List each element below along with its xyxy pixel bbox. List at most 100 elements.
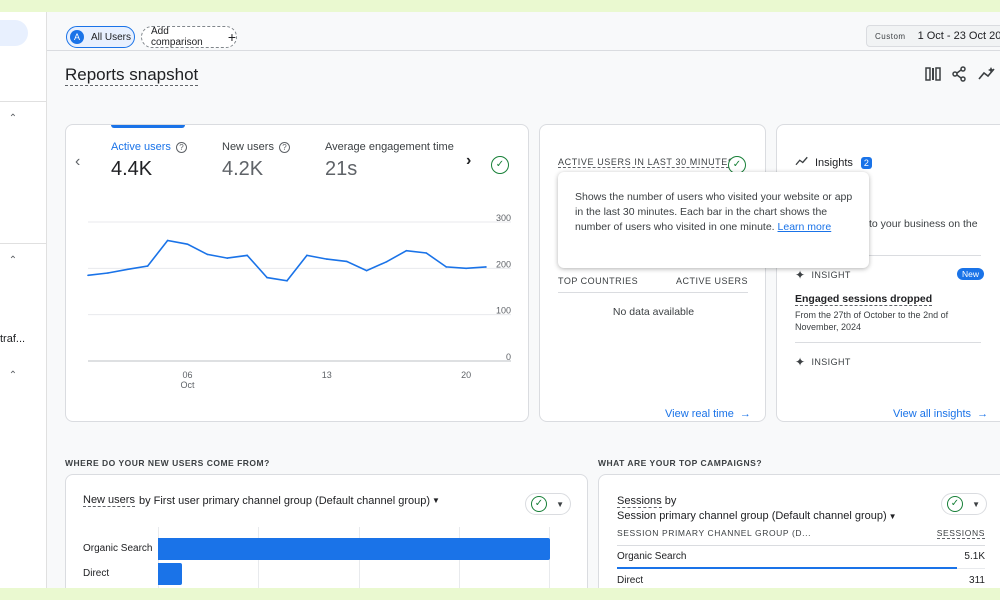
metric-value: 21s <box>325 158 358 180</box>
series-line <box>87 239 487 282</box>
y-tick-label: 300 <box>496 213 511 223</box>
header-divider <box>47 50 1000 51</box>
chevron-up-icon[interactable]: ⌃ <box>8 370 18 381</box>
dimension-selector[interactable]: New users by First user primary channel … <box>83 494 440 507</box>
sidebar-active-item[interactable] <box>0 20 28 46</box>
dropdown-arrow-icon: ▼ <box>888 512 897 521</box>
overview-card: ‹ Active users? 4.4K New users? 4.2K Ave… <box>65 124 529 422</box>
card-options-button[interactable]: ✓ ▼ <box>525 493 571 515</box>
campaigns-card: Sessions by Session primary channel grou… <box>598 474 1000 588</box>
sparkle-icon: ✦ <box>795 268 806 282</box>
insight-text-fragment: to your business on the <box>869 218 978 230</box>
chevron-up-icon[interactable]: ⌃ <box>8 113 18 124</box>
sidebar-item-label[interactable]: traf... <box>0 333 26 345</box>
view-real-time-link[interactable]: View real time → <box>665 408 751 420</box>
bar[interactable] <box>158 538 550 560</box>
insight-label: ✦ INSIGHT <box>795 268 851 282</box>
arrow-right-icon: → <box>739 408 751 420</box>
tooltip-text: Shows the number of users who visited yo… <box>575 191 853 233</box>
bar-label: Organic Search <box>83 543 153 554</box>
empty-state: No data available <box>612 306 695 318</box>
dimension-label: Session primary channel group (Default c… <box>617 510 887 522</box>
row-value: 311 <box>969 575 985 586</box>
realtime-title[interactable]: ACTIVE USERS IN LAST 30 MINUTES <box>558 157 735 168</box>
bar-label: Direct <box>83 568 110 579</box>
insights-trend-icon <box>795 155 809 170</box>
new-users-card: New users by First user primary channel … <box>65 474 588 588</box>
sidebar-divider <box>0 101 47 102</box>
date-preset-label: Custom <box>875 31 906 41</box>
table-row[interactable]: Organic Search 5.1K <box>617 551 985 562</box>
audience-chip-label: All Users <box>91 31 132 43</box>
metric-tab-new-users[interactable]: New users? 4.2K <box>222 141 290 181</box>
data-point <box>306 254 308 257</box>
insight-label: ✦ INSIGHT <box>795 355 851 369</box>
chevron-up-icon[interactable]: ⌃ <box>8 255 18 266</box>
share-icon[interactable] <box>951 66 967 82</box>
audience-chip[interactable]: A All Users <box>66 26 135 48</box>
insights-title: Insights <box>815 156 853 169</box>
y-tick-label: 100 <box>496 306 511 316</box>
dropdown-arrow-icon: ▼ <box>556 499 564 509</box>
data-point <box>345 260 348 263</box>
date-range-picker[interactable]: Custom 1 Oct - 23 Oct 2024 <box>866 25 1000 47</box>
insights-header: Insights 2 <box>795 155 872 170</box>
data-point <box>87 274 89 277</box>
data-point <box>445 266 448 268</box>
data-point <box>146 265 149 267</box>
data-point <box>326 258 328 260</box>
row-share-bar <box>617 567 957 569</box>
metric-value: 4.4K <box>111 158 153 180</box>
learn-more-link[interactable]: Learn more <box>777 221 832 233</box>
card-options-button[interactable]: ✓ ▼ <box>941 493 987 515</box>
column-header[interactable]: SESSIONS <box>936 528 985 539</box>
data-point <box>485 266 487 268</box>
plus-icon: + <box>227 29 236 45</box>
link-label: View real time <box>665 408 734 420</box>
insight-type: INSIGHT <box>811 357 851 367</box>
chevron-left-icon[interactable]: ‹ <box>75 153 81 170</box>
arrow-right-icon: → <box>977 408 989 420</box>
x-tick-label: 20 <box>461 370 471 380</box>
data-point <box>425 252 428 254</box>
data-point <box>226 257 229 259</box>
bar[interactable] <box>158 563 182 585</box>
insight-description: From the 27th of October to the 2nd of N… <box>795 310 949 332</box>
insights-trend-icon[interactable] <box>978 66 995 82</box>
data-point <box>127 268 129 271</box>
line-chart: 300 200 100 0 06 13 20 Oct <box>87 213 511 390</box>
new-badge: New <box>957 268 985 280</box>
app-frame: ⌃ ⌃ traf... ⌃ A All Users Add comparison… <box>0 12 1000 588</box>
dropdown-arrow-icon: ▼ <box>972 499 980 509</box>
row-label: Direct <box>617 575 644 586</box>
x-tick-label: 06 <box>182 370 192 380</box>
metric-selector[interactable]: Sessions <box>617 495 662 508</box>
help-icon[interactable]: ? <box>175 141 187 153</box>
chevron-right-icon[interactable]: › <box>466 152 472 169</box>
column-header: TOP COUNTRIES <box>558 276 639 286</box>
dimension-selector[interactable]: Sessions by Session primary channel grou… <box>617 494 897 524</box>
row-value: 5.1K <box>964 551 985 562</box>
view-all-insights-link[interactable]: View all insights → <box>893 408 988 420</box>
compare-columns-icon[interactable] <box>925 66 941 82</box>
table-row[interactable]: Direct 311 <box>617 575 985 586</box>
active-tab-indicator <box>111 125 185 128</box>
data-point <box>266 276 268 279</box>
left-sidebar: ⌃ ⌃ traf... ⌃ <box>0 12 47 588</box>
table-header: TOP COUNTRIES ACTIVE USERS <box>558 276 748 293</box>
help-icon[interactable]: ? <box>278 141 290 153</box>
divider <box>795 255 981 256</box>
check-circle-icon[interactable]: ✓ <box>491 156 509 174</box>
metric-tab-engagement-time[interactable]: Average engagement time p 21s <box>325 141 456 181</box>
add-comparison-button[interactable]: Add comparison + <box>141 26 237 48</box>
date-range-label: 1 Oct - 23 Oct 2024 <box>917 30 1000 42</box>
data-point <box>385 261 388 263</box>
data-point <box>465 267 467 270</box>
metric-selector[interactable]: New users <box>83 494 135 507</box>
metric-value: 4.2K <box>222 158 264 180</box>
insight-title[interactable]: Engaged sessions dropped <box>795 293 933 306</box>
dropdown-arrow-icon: ▼ <box>432 496 440 505</box>
data-point <box>286 280 288 282</box>
metric-tab-active-users[interactable]: Active users? 4.4K <box>111 141 187 181</box>
dimension-label: by First user primary channel group (Def… <box>138 494 430 507</box>
